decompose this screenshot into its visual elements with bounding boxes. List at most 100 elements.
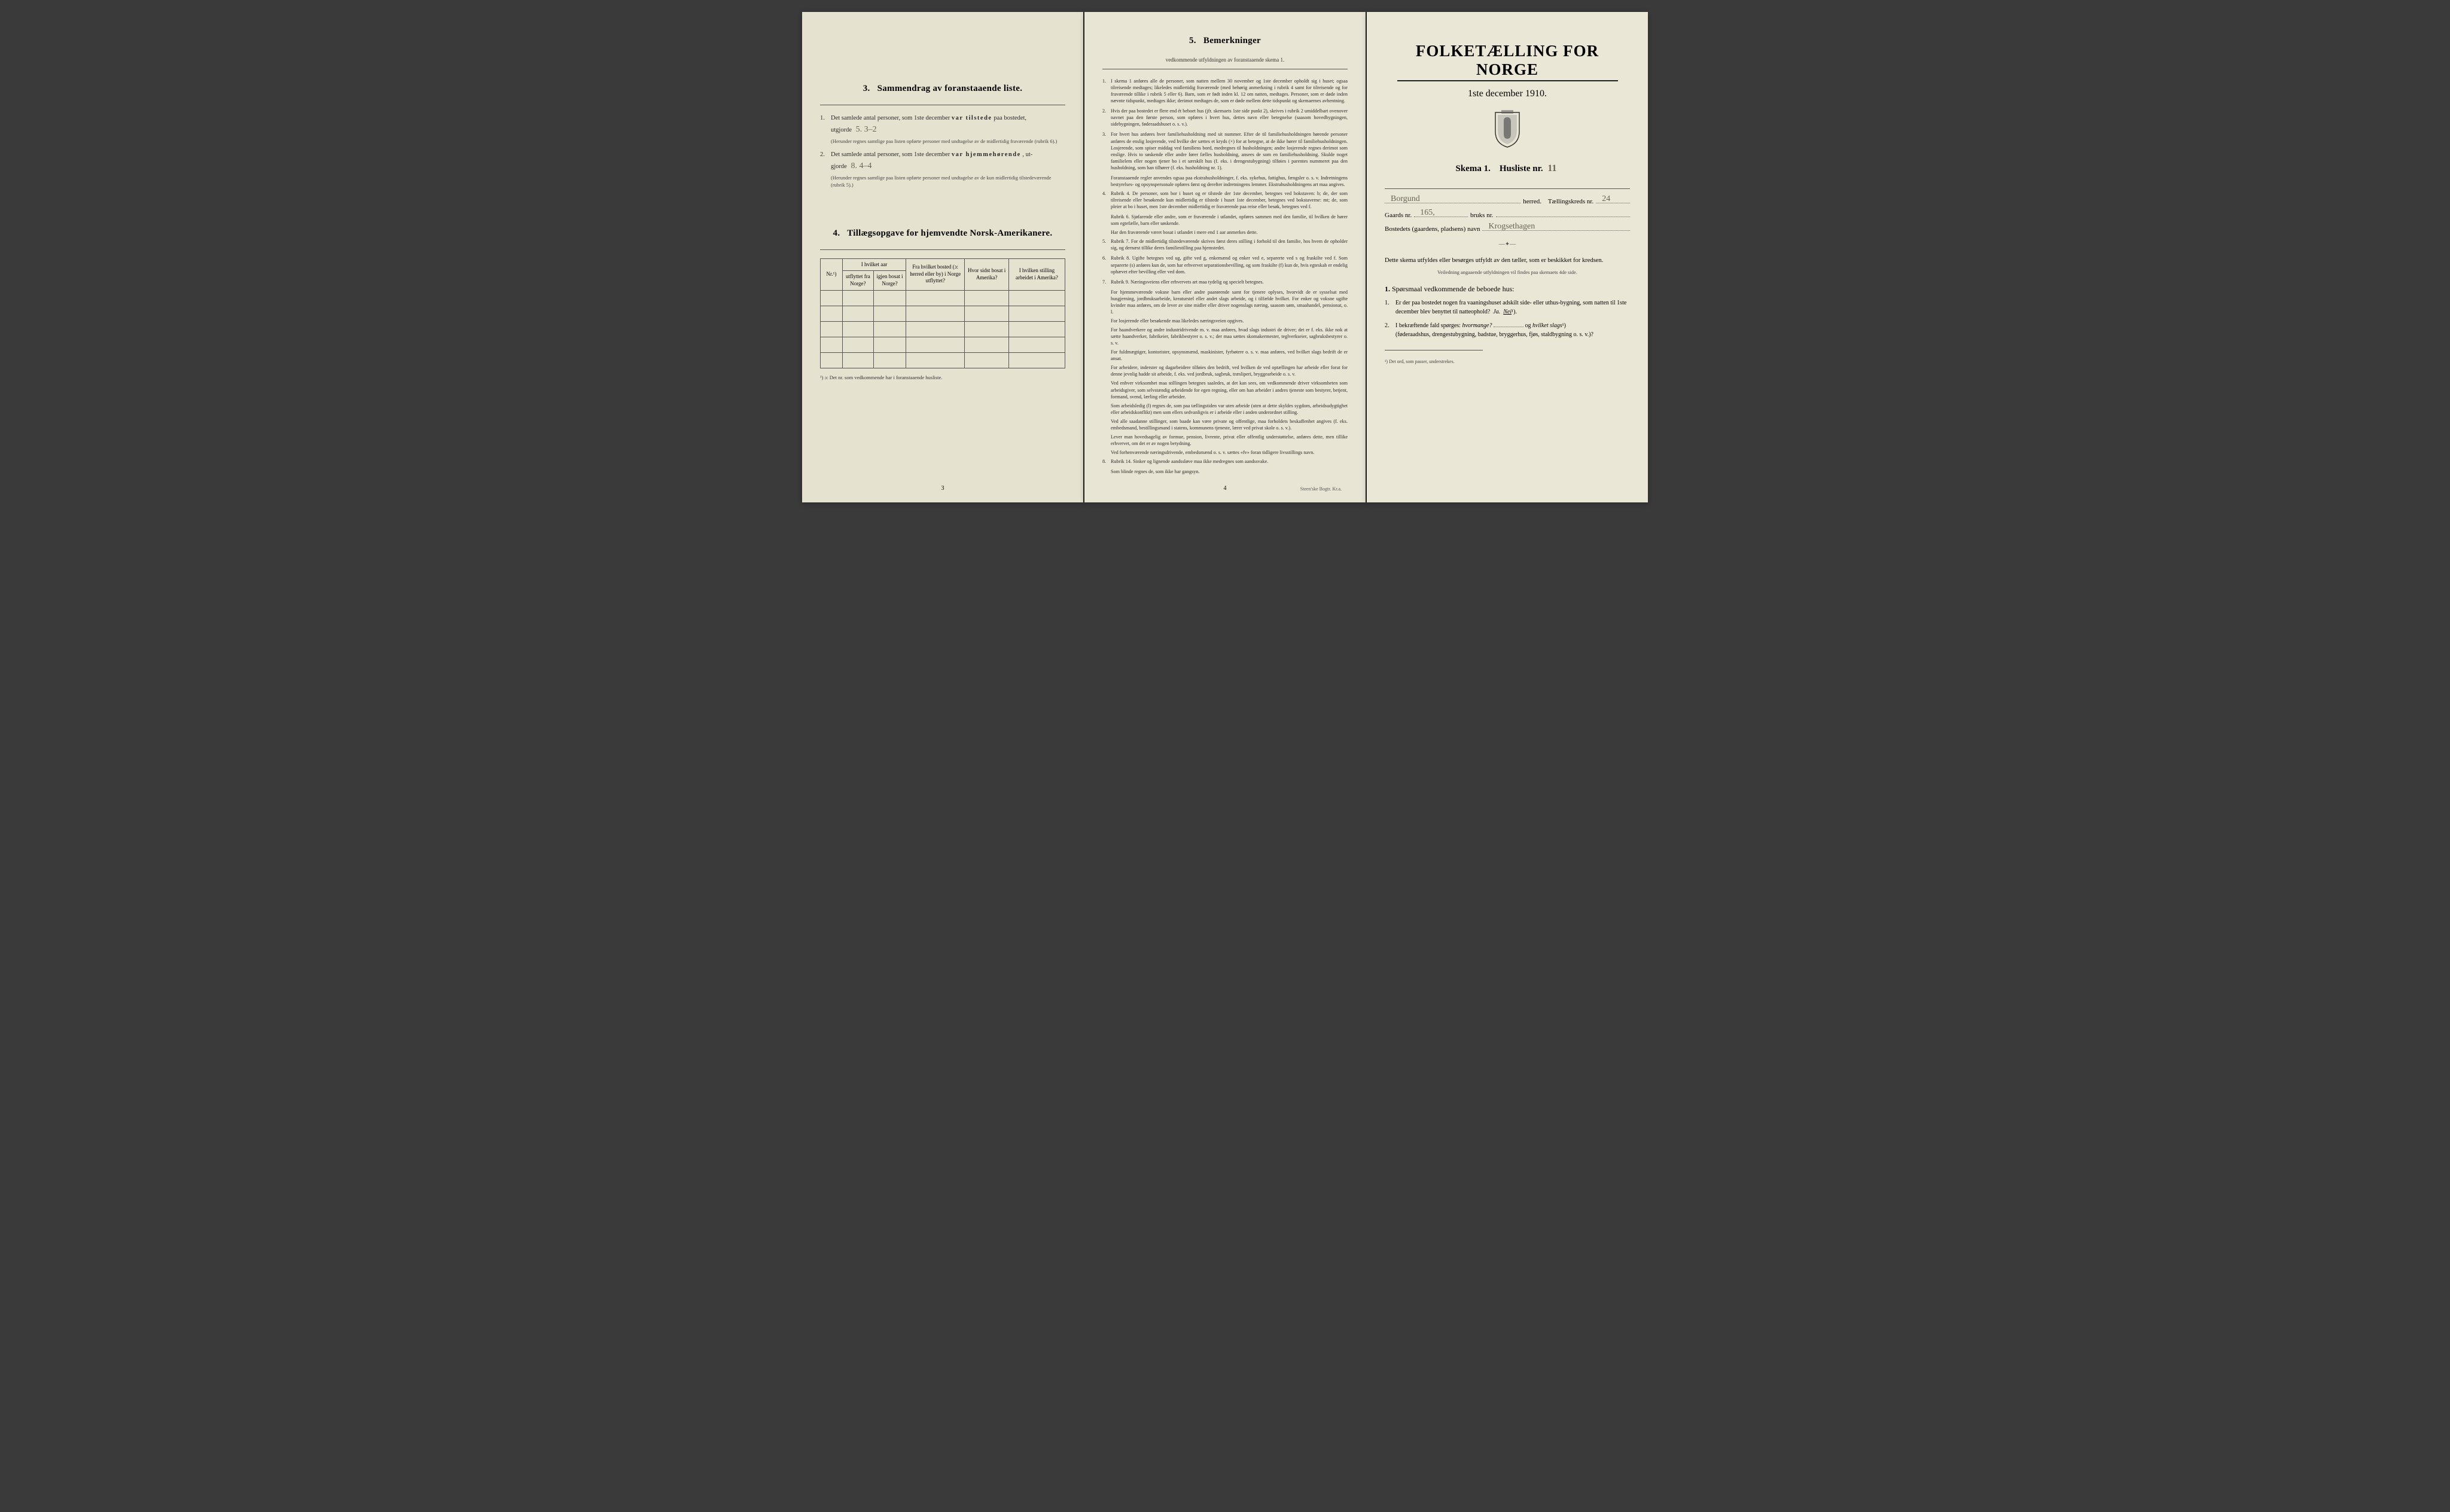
ja-option: Ja. [1493,309,1500,315]
bosted-line: Bostedets (gaardens, pladsens) navn Krog… [1385,225,1630,233]
remark-indent: For arbeidere, inderster og dagarbeidere… [1111,364,1348,377]
kreds-label: Tællingskreds nr. [1548,198,1593,205]
handwritten-value: 5. 3–2 [854,125,879,134]
table-cell [842,337,873,352]
table-cell [906,352,965,368]
table-cell [965,321,1009,337]
gaard-value: 165, [1418,208,1437,218]
remark-indent: Lever man hovedsagelig av formue, pensio… [1111,434,1348,447]
title-rule [1397,80,1618,81]
remark-item: 7.Rubrik 9. Næringsveiens eller erhverve… [1102,279,1348,285]
remark-num: 7. [1102,279,1111,285]
q2-text: I bekræftende fald spørges: hvormange? o… [1395,321,1630,339]
remark-num: 3. [1102,131,1111,170]
remark-indent: Som blinde regnes de, som ikke har gangs… [1111,468,1348,475]
nei-option-selected: Nei [1503,309,1512,315]
table-cell [873,290,906,306]
table-cell [965,306,1009,321]
remark-item: 3.For hvert hus anføres hver familiehush… [1102,131,1348,170]
remark-text: Rubrik 8. Ugifte betegnes ved ug, gifte … [1111,255,1348,275]
q2-num: 2. [1385,321,1395,339]
section-4-heading: Tillægsopgave for hjemvendte Norsk-Ameri… [847,228,1052,238]
coat-of-arms-icon [1385,110,1630,151]
em: hvormange? [1462,322,1492,329]
section-3-heading: Sammendrag av foranstaaende liste. [877,84,1023,93]
table-cell [1008,290,1065,306]
item-2-num: 2. [820,150,831,189]
gaard-label: Gaards nr. [1385,212,1412,219]
table-cell [965,290,1009,306]
col-utflyttet: utflyttet fra Norge? [842,271,873,290]
table-cell [965,352,1009,368]
bold: var hjemmehørende [952,151,1021,158]
kreds-value: 24 [1599,194,1613,204]
section-3-num: 3. [863,84,870,93]
col-igjen: igjen bosat i Norge? [873,271,906,290]
table-cell [842,306,873,321]
remark-num: 6. [1102,255,1111,275]
remark-item: 4.Rubrik 4. De personer, som bor i huset… [1102,190,1348,210]
section-5-heading: Bemerkninger [1203,36,1261,45]
remark-num: 1. [1102,78,1111,104]
remark-indent: Rubrik 6. Sjøfarende eller andre, som er… [1111,214,1348,227]
table-cell [965,337,1009,352]
text: Det samlede antal personer, som 1ste dec… [831,151,952,158]
remark-item: 8.Rubrik 14. Sinker og lignende aandsslø… [1102,458,1348,465]
item-2: 2. Det samlede antal personer, som 1ste … [820,150,1065,189]
sup: ¹) [1562,322,1566,329]
bosted-label: Bostedets (gaardens, pladsens) navn [1385,225,1480,233]
q-head-num: 1. [1385,285,1390,293]
remark-indent: For fuldmægtiger, kontorister, opsynsmæn… [1111,349,1348,362]
text: , ut- [1022,151,1032,158]
text: gjorde [831,163,848,170]
table-footnote: ¹) ɔ: Det nr. som vedkommende har i fora… [820,374,1065,380]
question-2: 2. I bekræftende fald spørges: hvormange… [1385,321,1630,339]
question-heading: 1. Spørsmaal vedkommende de beboede hus: [1385,285,1630,294]
col-nr: Nr.¹) [821,258,843,290]
remark-num: 8. [1102,458,1111,465]
table-cell [873,306,906,321]
handwritten-value: 8. 4–4 [848,161,874,170]
remark-indent: Har den fraværende været bosat i utlande… [1111,229,1348,236]
table-cell [821,306,843,321]
remark-num: 5. [1102,238,1111,251]
sub-title: 1ste december 1910. [1385,89,1630,99]
text: I bekræftende fald spørges: [1395,322,1462,329]
table-cell [821,290,843,306]
table-cell [1008,337,1065,352]
section-3-title: 3. Sammendrag av foranstaaende liste. [820,84,1065,94]
table-cell [906,290,965,306]
fine-print: (Herunder regnes samtlige paa listen opf… [831,175,1065,189]
printer-mark: Steen'ske Bogtr. Kr.a. [1300,486,1342,492]
bold: var tilstede [952,115,992,121]
table-cell [906,321,965,337]
herred-value: Borgund [1388,194,1422,204]
col-amerika: Hvor sidst bosat i Amerika? [965,258,1009,290]
text: (føderaadshus, drengestubygning, badstue… [1395,331,1593,338]
table-row [821,352,1065,368]
remark-item: 5.Rubrik 7. For de midlertidig tilstedev… [1102,238,1348,251]
page-number: 3 [941,485,944,492]
table-cell [1008,321,1065,337]
section-4-num: 4. [833,228,840,238]
rule [820,249,1065,250]
table-cell [906,337,965,352]
item-1: 1. Det samlede antal personer, som 1ste … [820,114,1065,145]
intro-text: Dette skema utfyldes eller besørges utfy… [1385,256,1630,266]
table-cell [821,337,843,352]
fine-print: (Herunder regnes samtlige paa listen opf… [831,138,1065,145]
table-row [821,306,1065,321]
husliste-label: Husliste nr. [1500,164,1543,173]
remark-text: Rubrik 7. For de midlertidig tilstedevær… [1111,238,1348,251]
herred-line: Borgund herred. Tællingskreds nr. 24 [1385,197,1630,205]
remark-text: Rubrik 4. De personer, som bor i huset o… [1111,190,1348,210]
main-title: FOLKETÆLLING FOR NORGE [1385,42,1630,79]
page-front: FOLKETÆLLING FOR NORGE 1ste december 191… [1367,12,1648,502]
table-cell [873,337,906,352]
table-cell [906,306,965,321]
remark-text: For hvert hus anføres hver familiehushol… [1111,131,1348,170]
table-cell [821,352,843,368]
table-row [821,321,1065,337]
remark-item: 2.Hvis der paa bostedet er flere end ét … [1102,108,1348,127]
question-1: 1. Er der paa bostedet nogen fra vaaning… [1385,298,1630,316]
